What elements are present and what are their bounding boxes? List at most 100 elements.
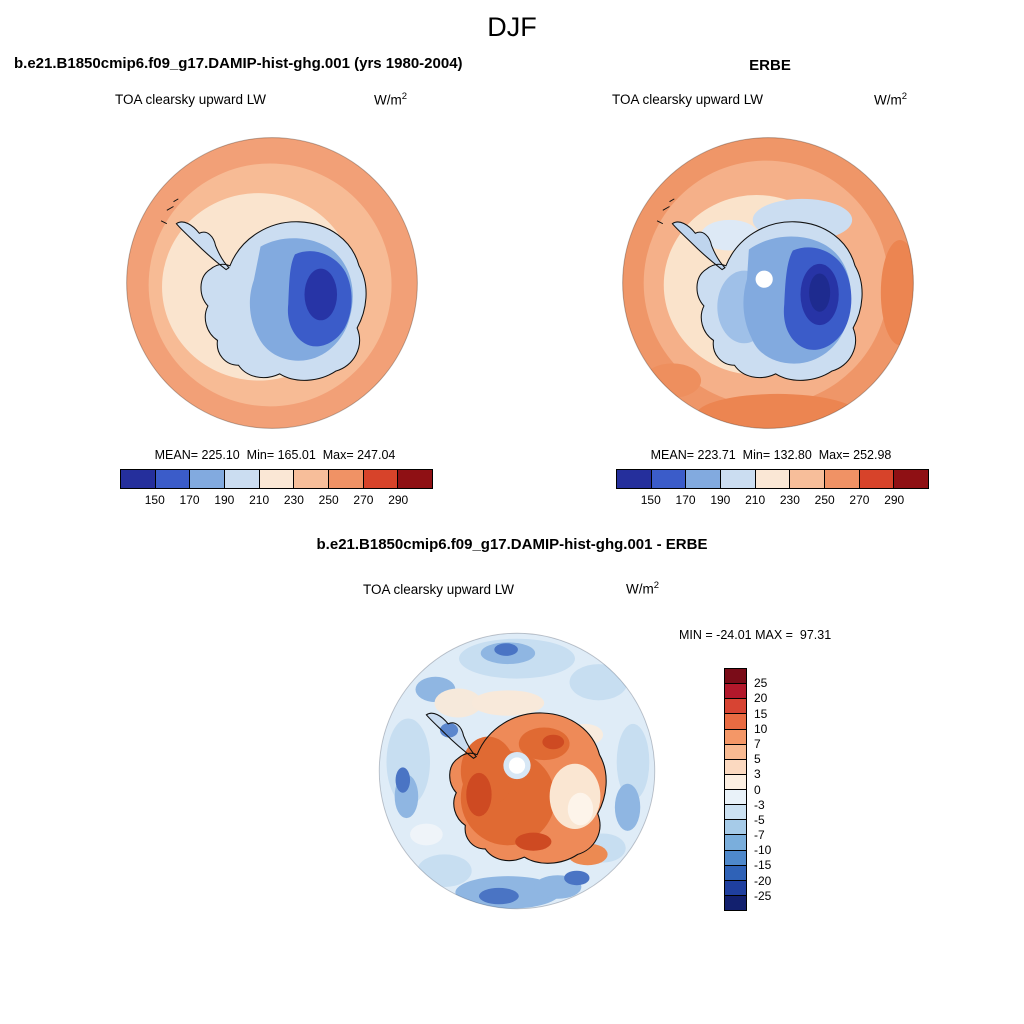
colorbar-cell bbox=[725, 804, 746, 820]
colorbar-cell bbox=[725, 758, 746, 774]
colorbar-tick-label: 3 bbox=[754, 767, 761, 782]
colorbar-cell bbox=[224, 470, 259, 488]
colorbar-cell bbox=[617, 470, 651, 488]
colorbar-cell bbox=[725, 789, 746, 805]
colorbar-tick-label: -7 bbox=[754, 828, 765, 843]
colorbar-tick-label: 25 bbox=[754, 676, 768, 691]
colorbar-cell bbox=[397, 470, 433, 488]
colorbar-cell bbox=[725, 669, 746, 684]
map-boundary-circle bbox=[378, 632, 656, 910]
diff-map-svg bbox=[378, 632, 656, 910]
colorbar-tick-label: 20 bbox=[754, 691, 768, 706]
colorbar-tick-label: -5 bbox=[754, 812, 765, 827]
colorbar-tick-label: 150 bbox=[640, 493, 661, 507]
colorbar-cell bbox=[789, 470, 825, 488]
diff-colorbar-ticks: 25 20 15 10 7 5 3 0 -3 -5 -7 -10 -15 -20 -25 bbox=[754, 668, 794, 911]
erbe-map-svg bbox=[622, 137, 914, 429]
colorbar-cell bbox=[328, 470, 363, 488]
colorbar-tick-label: 15 bbox=[754, 706, 768, 721]
colorbar-tick-label: -10 bbox=[754, 843, 772, 858]
colorbar-cell bbox=[725, 879, 746, 895]
erbe-units-label: W/m2 bbox=[874, 91, 908, 108]
colorbar-tick-label: 5 bbox=[754, 752, 761, 767]
colorbar-cell bbox=[154, 470, 190, 488]
colorbar-tick-label: 170 bbox=[179, 493, 200, 507]
colorbar-tick-label: 10 bbox=[754, 721, 768, 736]
model-stats: MEAN= 225.10 Min= 165.01 Max= 247.04 bbox=[154, 448, 396, 462]
colorbar-cell bbox=[725, 849, 746, 865]
colorbar-cell bbox=[189, 470, 225, 488]
model-units-label: W/m2 bbox=[374, 91, 408, 108]
colorbar-tick-label: 290 bbox=[884, 493, 905, 507]
colorbar-tick-label: 0 bbox=[754, 782, 761, 797]
colorbar-cell bbox=[725, 894, 746, 910]
colorbar-cell bbox=[650, 470, 686, 488]
colorbar-tick-label: 230 bbox=[779, 493, 800, 507]
colorbar-cell bbox=[720, 470, 755, 488]
colorbar-cell bbox=[754, 470, 790, 488]
model-colorbar-cells bbox=[120, 469, 433, 489]
diff-units-label: W/m2 bbox=[626, 580, 660, 597]
pole-data-hole bbox=[755, 270, 773, 288]
colorbar-cell bbox=[362, 470, 398, 488]
colorbar-cell bbox=[725, 728, 746, 744]
colorbar-cell bbox=[725, 743, 746, 759]
erbe-colorbar-cells bbox=[616, 469, 929, 489]
diff-stats: MIN = -24.01 MAX = 97.31 bbox=[679, 628, 832, 642]
map-boundary-circle bbox=[126, 137, 418, 429]
colorbar-tick-label: 190 bbox=[710, 493, 731, 507]
model-map-svg bbox=[126, 137, 418, 429]
colorbar-tick-label: 270 bbox=[353, 493, 374, 507]
colorbar-cell bbox=[893, 470, 929, 488]
colorbar-tick-label: -15 bbox=[754, 858, 772, 873]
island-contours bbox=[656, 198, 675, 225]
erbe-panel-header: ERBE bbox=[749, 57, 791, 74]
colorbar-cell bbox=[725, 683, 746, 699]
colorbar-cell bbox=[293, 470, 329, 488]
colorbar-tick-label: 250 bbox=[318, 493, 339, 507]
erbe-polar-map bbox=[615, 130, 921, 436]
diff-max-positive-patch bbox=[466, 772, 492, 817]
erbe-stats: MEAN= 223.71 Min= 132.80 Max= 252.98 bbox=[650, 448, 892, 462]
colorbar-tick-label: 250 bbox=[814, 493, 835, 507]
colorbar-cell bbox=[824, 470, 859, 488]
model-polar-map bbox=[119, 130, 425, 436]
colorbar-cell bbox=[725, 698, 746, 714]
diff-colorbar-cells bbox=[724, 668, 747, 911]
model-panel-header: b.e21.B1850cmip6.f09_g17.DAMIP-hist-ghg.… bbox=[14, 55, 463, 72]
colorbar-tick-label: 150 bbox=[144, 493, 165, 507]
diff-panel-header: b.e21.B1850cmip6.f09_g17.DAMIP-hist-ghg.… bbox=[316, 536, 708, 553]
colorbar-tick-label: -20 bbox=[754, 873, 772, 888]
island-contours bbox=[160, 198, 179, 225]
erbe-subtitle: TOA clearsky upward LW bbox=[612, 92, 764, 107]
colorbar-tick-label: 290 bbox=[388, 493, 409, 507]
colorbar-cell bbox=[725, 834, 746, 850]
colorbar-cell bbox=[725, 713, 746, 729]
diff-polar-map bbox=[372, 626, 662, 916]
colorbar-cell bbox=[858, 470, 894, 488]
page-title: DJF bbox=[487, 12, 537, 42]
diff-colorbar: 25 20 15 10 7 5 3 0 -3 -5 -7 -10 -15 -20 -25 bbox=[724, 668, 771, 911]
colorbar-cell bbox=[725, 819, 746, 835]
colorbar-tick-label: -25 bbox=[754, 888, 772, 903]
colorbar-tick-label: -3 bbox=[754, 797, 765, 812]
colorbar-tick-label: 210 bbox=[745, 493, 766, 507]
pole-data-hole bbox=[508, 757, 526, 774]
model-lw-minimum-core bbox=[304, 268, 338, 321]
colorbar-tick-label: 190 bbox=[214, 493, 235, 507]
model-subtitle: TOA clearsky upward LW bbox=[115, 92, 267, 107]
colorbar-cell bbox=[258, 470, 294, 488]
model-colorbar-ticks: 150 170 190 210 230 250 270 290 bbox=[120, 493, 433, 508]
erbe-colorbar-ticks: 150 170 190 210 230 250 270 290 bbox=[616, 493, 929, 508]
colorbar-tick-label: 210 bbox=[249, 493, 270, 507]
diff-subtitle: TOA clearsky upward LW bbox=[363, 582, 515, 597]
colorbar-cell bbox=[121, 470, 155, 488]
colorbar-cell bbox=[685, 470, 721, 488]
colorbar-cell bbox=[725, 773, 746, 789]
colorbar-tick-label: 170 bbox=[675, 493, 696, 507]
map-boundary-circle bbox=[622, 137, 914, 429]
colorbar-cell bbox=[725, 864, 746, 880]
model-colorbar: 150 170 190 210 230 250 270 290 bbox=[120, 469, 433, 508]
colorbar-tick-label: 230 bbox=[283, 493, 304, 507]
